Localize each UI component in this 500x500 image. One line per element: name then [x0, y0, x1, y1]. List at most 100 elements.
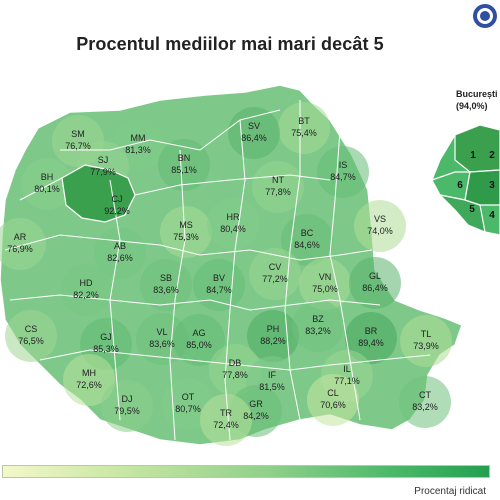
- county-code-SV: SV: [248, 121, 260, 131]
- county-code-BR: BR: [365, 326, 378, 336]
- county-value-DB: 77,8%: [222, 370, 248, 380]
- county-code-CV: CV: [269, 262, 282, 272]
- county-value-AB: 82,6%: [107, 253, 133, 263]
- county-value-SJ: 77,9%: [90, 167, 116, 177]
- county-value-BV: 84,7%: [206, 285, 232, 295]
- county-fill-CL: [307, 374, 359, 426]
- county-value-IF: 81,5%: [259, 382, 285, 392]
- county-fill-BH: [21, 158, 73, 210]
- county-value-GJ: 85,3%: [93, 344, 119, 354]
- county-code-IS: IS: [339, 160, 348, 170]
- county-code-BV: BV: [213, 273, 225, 283]
- county-fill-CS: [5, 310, 57, 362]
- county-fill-HD: [60, 264, 112, 316]
- county-fill-VS: [354, 200, 406, 252]
- county-value-SV: 86,4%: [241, 133, 267, 143]
- county-code-IF: IF: [268, 370, 277, 380]
- county-fill-MS: [160, 206, 212, 258]
- county-code-MM: MM: [131, 133, 146, 143]
- county-code-IL: IL: [343, 364, 351, 374]
- county-code-BZ: BZ: [312, 314, 324, 324]
- county-code-VS: VS: [374, 214, 386, 224]
- county-code-OT: OT: [182, 392, 195, 402]
- inset-sector-4: 4: [489, 210, 495, 221]
- county-value-AG: 85,0%: [186, 340, 212, 350]
- inset-value: (94,0%): [456, 101, 488, 111]
- county-fill-AG: [173, 314, 225, 366]
- county-code-GJ: GJ: [100, 332, 112, 342]
- county-fill-HR: [207, 198, 259, 250]
- county-code-CL: CL: [327, 388, 339, 398]
- county-fill-BC: [281, 214, 333, 266]
- county-code-MH: MH: [82, 368, 96, 378]
- county-value-CT: 83,2%: [412, 402, 438, 412]
- county-fill-BZ: [292, 300, 344, 352]
- county-fill-VL: [136, 313, 188, 365]
- logo-icon: [473, 4, 497, 28]
- county-value-VS: 74,0%: [367, 226, 393, 236]
- county-value-CL: 70,6%: [320, 400, 346, 410]
- county-code-SM: SM: [71, 129, 85, 139]
- county-value-TL: 73,9%: [413, 341, 439, 351]
- county-value-BZ: 83,2%: [305, 326, 331, 336]
- county-value-HD: 82,2%: [73, 290, 99, 300]
- county-fill-CT: [399, 376, 451, 428]
- county-value-IS: 84,7%: [330, 172, 356, 182]
- county-value-TR: 72,4%: [213, 420, 239, 430]
- county-code-AB: AB: [114, 241, 126, 251]
- county-code-VN: VN: [319, 272, 332, 282]
- county-value-IL: 77,1%: [334, 376, 360, 386]
- county-code-HD: HD: [80, 278, 93, 288]
- county-code-GR: GR: [249, 399, 263, 409]
- county-code-DB: DB: [229, 358, 242, 368]
- county-borders: [4, 100, 431, 441]
- county-value-SB: 83,6%: [153, 285, 179, 295]
- county-fill-TR: [200, 394, 252, 446]
- county-code-HR: HR: [227, 212, 240, 222]
- county-value-MM: 81,3%: [125, 145, 151, 155]
- county-code-TR: TR: [220, 408, 232, 418]
- county-code-CS: CS: [25, 324, 38, 334]
- county-value-GL: 86,4%: [362, 283, 388, 293]
- county-value-BC: 84,6%: [294, 240, 320, 250]
- legend-high-label: Procentaj ridicat: [414, 486, 486, 497]
- county-code-BN: BN: [178, 153, 191, 163]
- county-fill-BV: [193, 259, 245, 311]
- county-value-SM: 76,7%: [65, 141, 91, 151]
- county-fill-GL: [349, 257, 401, 309]
- county-code-CT: CT: [419, 390, 431, 400]
- county-value-BH: 80,1%: [34, 184, 60, 194]
- county-fill-NT: [252, 161, 304, 213]
- county-fill-DJ: [101, 380, 153, 432]
- county-value-BN: 85,1%: [171, 165, 197, 175]
- legend-gradient-bar: [2, 465, 490, 478]
- county-code-AR: AR: [14, 232, 27, 242]
- inset-sector-2: 2: [489, 150, 495, 161]
- county-code-AG: AG: [192, 328, 205, 338]
- county-value-CJ: 92,2%: [104, 206, 130, 216]
- county-fill-CV: [249, 248, 301, 300]
- county-code-TL: TL: [421, 329, 432, 339]
- county-code-BH: BH: [41, 172, 54, 182]
- county-fill-IS: [317, 146, 369, 198]
- inset-sector-1: 1: [470, 150, 476, 161]
- county-value-NT: 77,8%: [265, 187, 291, 197]
- county-fill-AR: [0, 218, 46, 270]
- county-fill-BN: [158, 139, 210, 191]
- county-code-GL: GL: [369, 271, 381, 281]
- county-fill-BT: [278, 102, 330, 154]
- county-value-CS: 76,5%: [18, 336, 44, 346]
- county-value-CV: 77,2%: [262, 274, 288, 284]
- county-code-PH: PH: [267, 324, 280, 334]
- county-code-NT: NT: [272, 175, 284, 185]
- county-code-CJ: CJ: [112, 194, 123, 204]
- county-value-VL: 83,6%: [149, 339, 175, 349]
- inset-title: București (94,0%): [456, 88, 498, 112]
- bucharest-inset: [431, 124, 500, 236]
- county-code-BC: BC: [301, 228, 314, 238]
- county-fill-SB: [140, 259, 192, 311]
- county-fill-TL: [400, 315, 452, 367]
- inset-sector-5: 5: [469, 204, 475, 215]
- county-value-DJ: 79,5%: [114, 406, 140, 416]
